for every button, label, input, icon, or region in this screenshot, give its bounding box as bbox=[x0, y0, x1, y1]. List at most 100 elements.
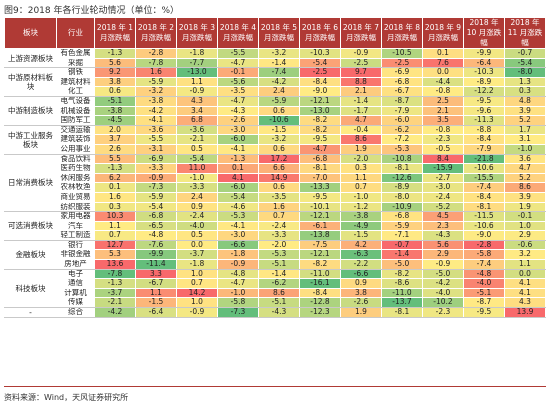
column-header: 2018 年 8 月涨跌幅 bbox=[381, 17, 423, 49]
value-cell: -8.1 bbox=[299, 163, 341, 174]
table-row: 计算机 -3.7 1.1 14.2 -1.0 8.6 -8.4 3.8 -11.0 -4.0 -5.… bbox=[5, 287, 546, 299]
value-cell: -5.1 bbox=[463, 287, 505, 299]
industry-cell: 钢铁 bbox=[56, 67, 95, 78]
value-cell: 3.4 bbox=[176, 105, 218, 117]
value-cell: -5.4 bbox=[299, 57, 341, 69]
value-cell: -9.0 bbox=[463, 230, 505, 241]
value-cell: -2.8 bbox=[135, 48, 177, 59]
sector-cell: 日常消费板块 bbox=[4, 153, 57, 213]
value-cell: 8.8 bbox=[340, 76, 382, 88]
value-cell: -3.5 bbox=[258, 191, 300, 203]
table-row: 传媒 -2.1 -1.5 1.0 -5.8 -5.1 -12.8 -2.6 -13.7 -10.2… bbox=[5, 297, 546, 309]
industry-cell: 农林牧渔 bbox=[56, 182, 95, 193]
value-cell: 1.3 bbox=[504, 76, 546, 88]
column-header: 2018 年 4 月涨跌幅 bbox=[217, 17, 259, 49]
value-cell: -8.1 bbox=[381, 163, 423, 174]
value-cell: 2.9 bbox=[504, 230, 546, 241]
industry-cell: 非银金融 bbox=[56, 249, 95, 261]
value-cell: -5.0 bbox=[422, 268, 464, 280]
value-cell: 8.6 bbox=[340, 134, 382, 145]
value-cell: 12.7 bbox=[94, 239, 136, 251]
value-cell: 0.7 bbox=[258, 211, 300, 222]
industry-cell: 机械设备 bbox=[56, 105, 95, 117]
value-cell: -4.5 bbox=[94, 115, 136, 126]
table-row: 可选消费板块 家用电器 10.3 -6.8 -2.4 -5.3 0.7 -12.1 -3.8 -6… bbox=[4, 211, 546, 241]
value-cell: -5.5 bbox=[217, 48, 259, 59]
value-cell: -10.3 bbox=[463, 67, 505, 78]
value-cell: -1.8 bbox=[176, 259, 218, 270]
value-cell: -1.8 bbox=[176, 48, 218, 59]
value-cell: -3.2 bbox=[258, 134, 300, 145]
sector-cell: 中游原材料板块 bbox=[4, 67, 57, 97]
column-header: 2018 年 2 月涨跌幅 bbox=[135, 17, 177, 49]
value-cell: -10.6 bbox=[463, 163, 505, 174]
value-cell: -1.3 bbox=[94, 163, 136, 174]
value-cell: -2.0 bbox=[258, 239, 300, 251]
value-cell: -3.6 bbox=[135, 124, 177, 136]
table-row: 农林牧渔 0.1 -7.3 -3.3 -6.0 0.6 -13.3 0.7 -8.9 -3.0 -7… bbox=[5, 182, 546, 193]
value-cell: 1.1 bbox=[176, 76, 218, 88]
value-cell: -0.6 bbox=[504, 239, 546, 251]
value-cell: -3.2 bbox=[258, 48, 300, 59]
value-cell: -0.9 bbox=[135, 172, 177, 184]
table-row: 国防军工 -4.5 -4.1 6.8 -2.6 -10.6 -8.2 4.7 -6.0 3.5 -1… bbox=[5, 115, 546, 126]
value-cell: -1.0 bbox=[340, 191, 382, 203]
value-cell: -5.6 bbox=[217, 76, 259, 88]
value-cell: -4.2 bbox=[94, 307, 136, 319]
value-cell: 5.2 bbox=[504, 172, 546, 184]
value-cell: -2.8 bbox=[463, 239, 505, 251]
value-cell: -7.4 bbox=[463, 182, 505, 193]
value-cell: -1.0 bbox=[504, 143, 546, 155]
value-cell: 17.2 bbox=[258, 153, 300, 165]
value-cell: 1.6 bbox=[135, 67, 177, 78]
column-header: 行业 bbox=[56, 17, 95, 49]
sector-cell: 科技板块 bbox=[4, 268, 57, 309]
value-cell: -5.0 bbox=[381, 259, 423, 270]
value-cell: 4.8 bbox=[504, 95, 546, 107]
value-cell: -8.4 bbox=[299, 287, 341, 299]
value-cell: 2.1 bbox=[422, 105, 464, 117]
table-row: 中游原材料板块 钢铁 9.2 1.6 -13.0 -0.1 -7.4 -2.5 9.7 -6.9 0… bbox=[4, 67, 546, 97]
value-cell: 3.9 bbox=[504, 105, 546, 117]
value-cell: -4.8 bbox=[463, 268, 505, 280]
value-cell: 0.6 bbox=[258, 105, 300, 117]
value-cell: -7.3 bbox=[217, 307, 259, 319]
industry-cell: 有色金属 bbox=[56, 48, 95, 59]
value-cell: -0.8 bbox=[422, 86, 464, 97]
value-cell: -6.6 bbox=[340, 268, 382, 280]
value-cell: -8.4 bbox=[463, 191, 505, 203]
value-cell: -5.3 bbox=[258, 249, 300, 261]
value-cell: -1.0 bbox=[176, 172, 218, 184]
value-cell: -1.5 bbox=[135, 297, 177, 309]
value-cell: 1.9 bbox=[340, 307, 382, 319]
value-cell: -0.1 bbox=[217, 67, 259, 78]
industry-cell: 化工 bbox=[56, 86, 95, 97]
value-cell: -7.4 bbox=[258, 67, 300, 78]
value-cell: -12.6 bbox=[381, 172, 423, 184]
value-cell: -6.7 bbox=[135, 278, 177, 289]
value-cell: 2.5 bbox=[422, 95, 464, 107]
value-cell: 3.5 bbox=[422, 115, 464, 126]
table-row: 中游制造板块 电气设备 -5.1 -3.8 4.3 -4.7 -5.9 -12.1 -1.4 -8… bbox=[4, 95, 546, 126]
value-cell: -13.0 bbox=[176, 67, 218, 78]
value-cell: 11.0 bbox=[176, 163, 218, 174]
value-cell: -9.0 bbox=[299, 86, 341, 97]
table-row: 建筑装饰 3.7 -5.5 -2.1 -6.0 -3.2 -9.5 8.6 -7.2 -2.3 -8… bbox=[5, 134, 546, 145]
value-cell: -6.4 bbox=[135, 307, 177, 319]
value-cell: -13.0 bbox=[299, 105, 341, 117]
industry-cell: 休闲服务 bbox=[56, 172, 95, 184]
value-cell: 0.0 bbox=[176, 239, 218, 251]
value-cell: -5.1 bbox=[258, 259, 300, 270]
value-cell: 4.3 bbox=[504, 297, 546, 309]
value-cell: -5.9 bbox=[135, 191, 177, 203]
table-row: 房地产 13.6 -11.4 -1.8 -0.9 -5.1 -8.2 -2.2 -5.0 -0.9… bbox=[5, 259, 546, 270]
value-cell: -4.4 bbox=[422, 76, 464, 88]
value-cell: -3.2 bbox=[135, 86, 177, 97]
industry-cell: 家用电器 bbox=[56, 211, 95, 222]
value-cell: -11.0 bbox=[299, 268, 341, 280]
value-cell: 0.5 bbox=[176, 143, 218, 155]
value-cell: 5.2 bbox=[504, 115, 546, 126]
value-cell: 3.3 bbox=[135, 268, 177, 280]
value-cell: 4.7 bbox=[340, 115, 382, 126]
value-cell: -1.4 bbox=[340, 95, 382, 107]
